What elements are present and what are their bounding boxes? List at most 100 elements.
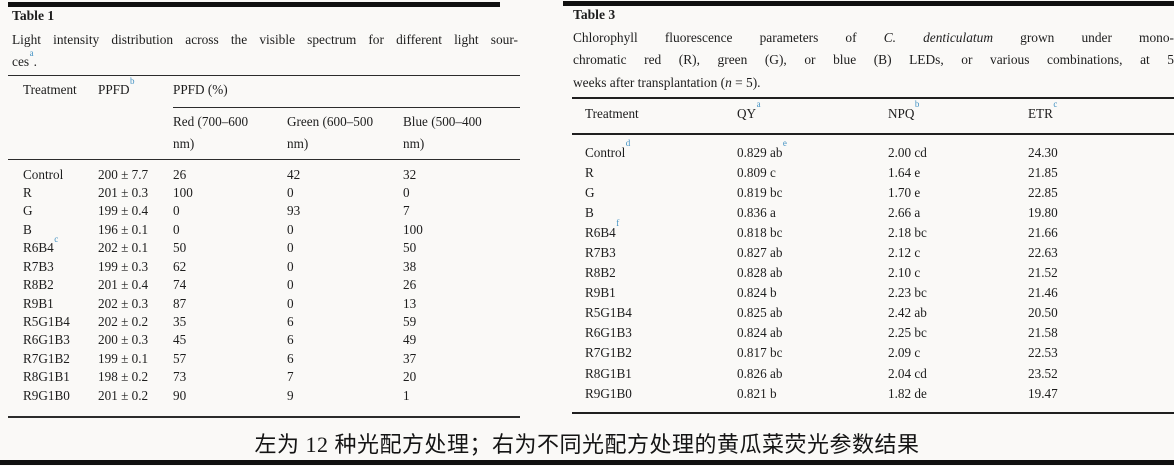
table-cell: 26 xyxy=(403,277,417,293)
table-cell: 24.30 xyxy=(1028,144,1058,160)
table-cell: 100 xyxy=(173,184,193,200)
table3-title: Table 3 xyxy=(573,7,616,22)
table-cell: R6B4f xyxy=(585,218,620,240)
table-cell: 0.824 b xyxy=(737,285,777,301)
table-cell: 32 xyxy=(403,166,417,182)
table-row: G 199 ± 0.4 0 93 7 xyxy=(8,202,505,220)
table-row: Controld 0.829 abe 2.00 cd 24.30 xyxy=(570,138,1174,163)
table-cell: 0.824 ab xyxy=(737,325,783,341)
table-cell: 21.52 xyxy=(1028,265,1058,281)
table-cell: 19.47 xyxy=(1028,385,1058,401)
table-cell: 201 ± 0.4 xyxy=(98,277,149,293)
footnote-marker: a xyxy=(29,47,34,58)
table-cell: Control xyxy=(23,166,64,182)
caption-line: Light intensity distribution across the … xyxy=(12,32,518,47)
footnote-marker: e xyxy=(782,138,787,149)
table-cell: R8G1B1 xyxy=(585,365,632,381)
caption-line: cesa. xyxy=(12,47,37,69)
table-cell: 74 xyxy=(173,277,187,293)
table-cell: 202 ± 0.1 xyxy=(98,240,149,256)
table-cell: 200 ± 0.3 xyxy=(98,332,149,348)
table-row: R8G1B1 198 ± 0.2 73 7 20 xyxy=(8,368,505,386)
table-cell: 2.25 bc xyxy=(888,325,927,341)
table-cell: 201 ± 0.3 xyxy=(98,184,149,200)
table-row: R 201 ± 0.3 100 0 0 xyxy=(8,184,505,202)
table-cell: 0 xyxy=(287,277,294,293)
table-cell: 6 xyxy=(287,314,294,329)
table-cell: 6 xyxy=(287,332,294,348)
table1-caption: Light intensity distribution across the … xyxy=(12,29,518,73)
table-cell: B xyxy=(585,204,594,220)
table-cell: 2.00 cd xyxy=(888,144,927,160)
table-cell: 0 xyxy=(287,184,294,200)
table-cell: 1.70 e xyxy=(888,184,921,200)
table-row: R6G1B3 200 ± 0.3 45 6 49 xyxy=(8,331,505,349)
table-cell: 198 ± 0.2 xyxy=(98,369,149,385)
table-cell: Controld xyxy=(585,138,631,160)
table-cell: 22.63 xyxy=(1028,244,1058,260)
table-cell: 9 xyxy=(287,387,294,403)
table-cell: R9G1B0 xyxy=(23,387,70,403)
table-row: Control 200 ± 7.7 26 42 32 xyxy=(8,166,505,184)
table-cell: 202 ± 0.3 xyxy=(98,295,149,311)
table-cell: 13 xyxy=(403,295,417,311)
table1-subheader-blue: Blue (500–400 nm) xyxy=(403,114,482,151)
table-row: B 196 ± 0.1 0 0 100 xyxy=(8,221,505,239)
table-row: R6G1B3 0.824 ab 2.25 bc 21.58 xyxy=(570,323,1174,343)
table-row: G 0.819 bc 1.70 e 22.85 xyxy=(570,183,1174,203)
table1-header-row: Treatment PPFDb PPFD (%) xyxy=(8,76,520,98)
table-cell: 0 xyxy=(287,240,294,256)
table-cell: 21.85 xyxy=(1028,164,1058,180)
table1-subheader-row: Red (700–600 nm) Green (600–500 nm) Blue… xyxy=(8,111,520,154)
footnote-marker: d xyxy=(625,138,631,149)
table-cell: 202 ± 0.2 xyxy=(98,314,149,329)
caption-line: Chlorophyll fluorescence parameters of C… xyxy=(573,30,1174,45)
table-cell: 0.825 ab xyxy=(737,305,783,321)
table-cell: B xyxy=(23,221,32,237)
table-cell: 21.66 xyxy=(1028,224,1058,240)
table-cell: 2.18 bc xyxy=(888,224,927,240)
table-cell: 6 xyxy=(287,350,294,366)
figure-caption: 左为 12 种光配方处理；右为不同光配方处理的黄瓜菜荧光参数结果 xyxy=(254,432,920,457)
table-row: B 0.836 a 2.66 a 19.80 xyxy=(570,203,1174,223)
table1-header-ppfd-percent: PPFD (%) xyxy=(173,82,228,97)
table-cell: R9B1 xyxy=(585,285,616,301)
table-cell: 0.828 ab xyxy=(737,265,783,281)
table-row: R5G1B4 0.825 ab 2.42 ab 20.50 xyxy=(570,303,1174,323)
table-cell: 93 xyxy=(287,203,301,219)
table-cell: 0.818 bc xyxy=(737,224,783,240)
top-border-line-left xyxy=(8,2,500,7)
table-cell: 201 ± 0.2 xyxy=(98,387,149,403)
table-cell: 0.827 ab xyxy=(737,244,783,260)
table-cell: 62 xyxy=(173,258,187,274)
table-cell: 22.53 xyxy=(1028,345,1058,361)
table-cell: R8B2 xyxy=(585,265,616,281)
table-cell: 45 xyxy=(173,332,187,348)
table-cell: 2.12 c xyxy=(888,244,921,260)
table-cell: 20 xyxy=(403,369,417,385)
table-cell: R6G1B3 xyxy=(585,325,632,341)
table-cell: R xyxy=(23,184,32,200)
table3-bottom-rule xyxy=(572,412,1174,415)
table-row: R9B1 0.824 b 2.23 bc 21.46 xyxy=(570,283,1174,303)
footnote-marker: f xyxy=(616,218,620,229)
table1-mid-rule xyxy=(8,158,520,161)
table-cell: 196 ± 0.1 xyxy=(98,221,149,237)
table-cell: 7 xyxy=(287,369,294,385)
footnote-marker: a xyxy=(756,99,761,110)
table-cell: G xyxy=(23,203,33,219)
table-cell: R5G1B4 xyxy=(585,305,632,321)
table-cell: R5G1B4 xyxy=(23,314,70,329)
table-row: R7G1B2 199 ± 0.1 57 6 37 xyxy=(8,350,505,368)
table-cell: 7 xyxy=(403,203,410,219)
footnote-marker: b xyxy=(130,75,135,86)
table-cell: R6G1B3 xyxy=(23,332,70,348)
table-cell: 50 xyxy=(403,240,417,256)
table-cell: 22.85 xyxy=(1028,184,1058,200)
table-cell: 0.829 abe xyxy=(737,138,787,160)
table-cell: 90 xyxy=(173,387,187,403)
table-cell: 57 xyxy=(173,350,187,366)
table-row: R5G1B4 202 ± 0.2 35 6 59 xyxy=(8,313,505,331)
table-cell: 2.10 c xyxy=(888,265,921,281)
table-cell: 1.64 e xyxy=(888,164,921,180)
